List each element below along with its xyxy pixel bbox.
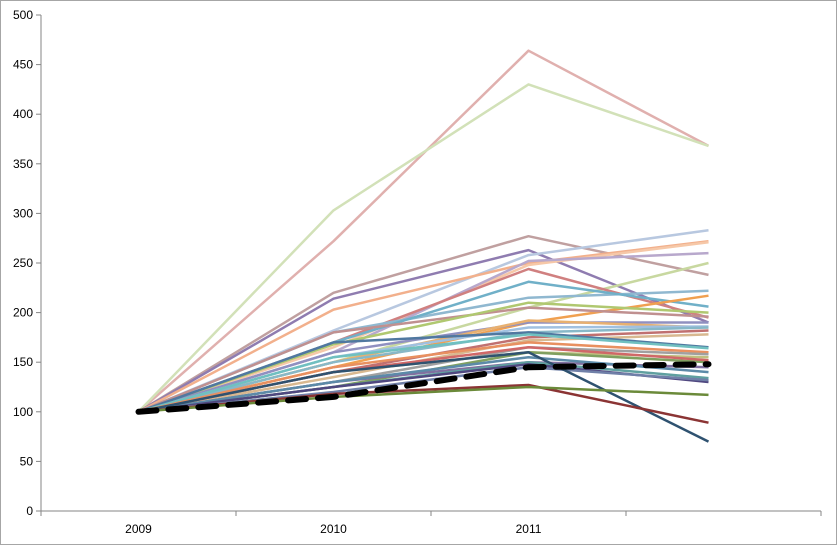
y-tick-label: 0 xyxy=(26,504,33,518)
y-tick-label: 350 xyxy=(13,157,33,171)
x-tick-label: 2010 xyxy=(320,522,347,536)
y-tick-label: 50 xyxy=(20,454,34,468)
series-line xyxy=(137,239,709,413)
series-line xyxy=(138,331,709,413)
y-tick-label: 450 xyxy=(13,58,33,72)
series-line xyxy=(138,351,710,443)
y-tick-label: 150 xyxy=(13,355,33,369)
series-lines xyxy=(135,49,712,443)
y-tick-label: 300 xyxy=(13,206,33,220)
y-tick-label: 200 xyxy=(13,306,33,320)
series-line xyxy=(138,306,709,413)
series-line xyxy=(137,234,709,413)
y-tick-label: 100 xyxy=(13,405,33,419)
y-tick-label: 400 xyxy=(13,107,33,121)
x-tick-label: 2011 xyxy=(516,522,542,536)
series-line xyxy=(138,326,709,414)
tick-labels: 0 50 100 150 200 250 300 350 400 450 500 2009 2010 20… xyxy=(13,8,542,536)
series-line xyxy=(138,341,709,414)
series-line-average xyxy=(135,361,712,415)
chart-axes xyxy=(36,14,822,516)
y-tick-label: 250 xyxy=(13,256,33,270)
series-line xyxy=(137,83,709,413)
x-tick-label: 2009 xyxy=(125,522,152,536)
y-tick-label: 500 xyxy=(13,8,33,22)
series-line xyxy=(138,333,709,414)
